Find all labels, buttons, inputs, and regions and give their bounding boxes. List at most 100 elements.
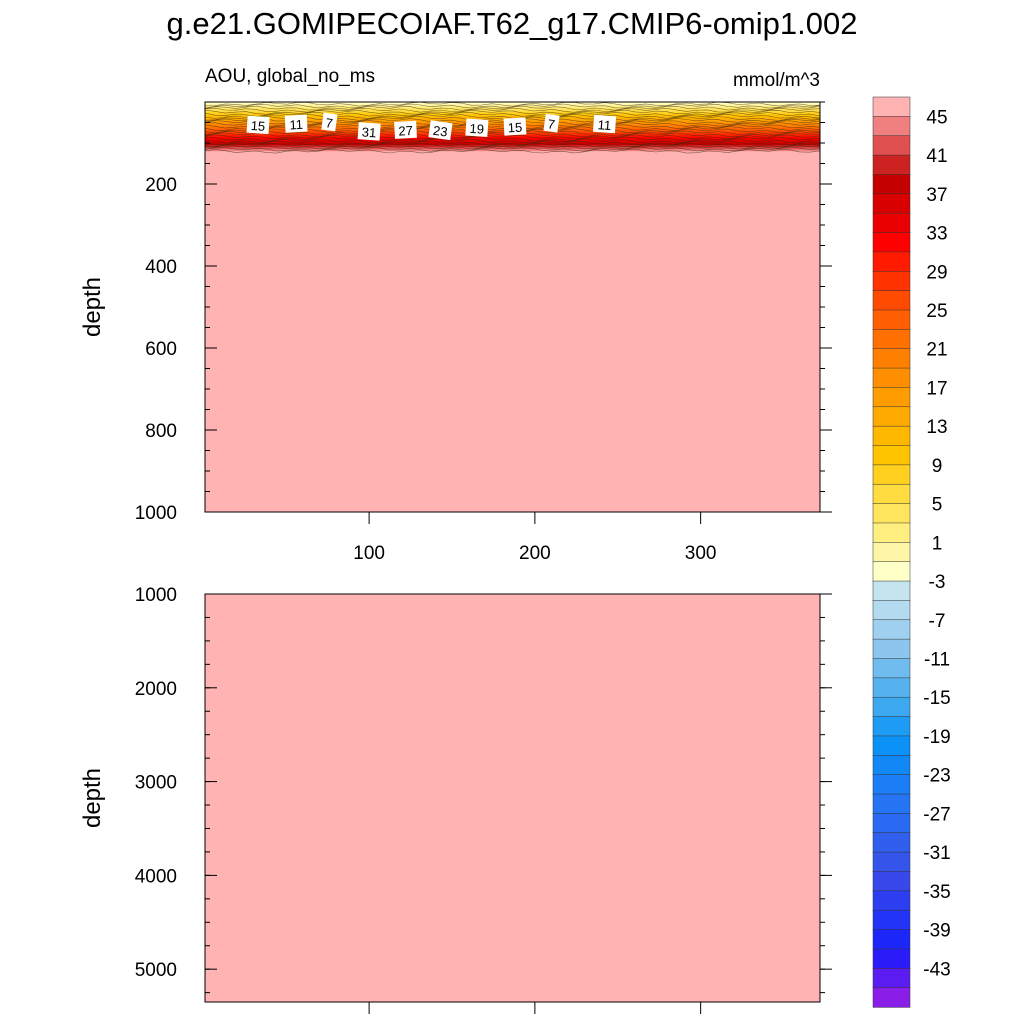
colorbar-swatch [872,116,911,137]
contour-band [205,136,820,140]
contour-label-text: 19 [469,121,484,137]
colorbar-swatch [872,290,911,311]
contour-line [204,134,821,140]
contour-line [204,142,821,148]
contour-label-box [321,112,338,132]
contour-label-text: 7 [547,116,556,132]
colorbar-label: -19 [923,727,950,748]
contour-label: 23 [428,120,453,141]
colorbar-label: -11 [924,649,950,670]
colorbar-swatch [872,929,911,950]
contour-label-text: 23 [432,123,448,140]
contour-label: 27 [394,120,417,139]
colorbar-label: 45 [926,107,947,128]
contour-label: 31 [357,122,381,141]
contour-band [205,114,820,118]
colorbar-swatch [872,851,911,873]
colorbar-swatch [872,793,911,815]
colorbar: 45 41 37 33 29 25 21 17 13 9 5 1 -3 -7 -11 -15 -19 -23 -27… [872,96,951,1008]
colorbar-swatch [872,387,911,408]
contour-label-box [543,113,560,133]
colorbar-swatch [872,716,911,737]
x-tick-label: 300 [685,543,717,564]
y-axis-label: depth [79,277,106,337]
contour-label-text: 11 [597,117,612,133]
colorbar-swatch [872,658,911,679]
contour-band [205,143,820,146]
colorbar-swatch [872,329,911,350]
colorbar-swatch [872,503,911,524]
colorbar-label: 25 [926,301,947,322]
colorbar-label: 1 [932,533,943,554]
colorbar-swatch [872,212,911,234]
units-label: mmol/m^3 [733,70,820,91]
contour-label-text: 15 [507,120,522,136]
colorbar-label: -27 [923,804,950,825]
variable-label: AOU, global_no_ms [205,66,375,87]
colorbar-swatch [872,832,911,853]
colorbar-swatch [872,774,911,795]
colorbar-label: -43 [923,959,950,980]
colorbar-swatch [872,425,911,447]
colorbar-swatch [872,309,911,330]
contour-label-box [503,117,527,136]
colorbar-label: -31 [923,843,950,864]
y-tick-label: 1000 [135,503,177,524]
contour-line [204,148,821,154]
contour-line [204,136,821,142]
contour-label-text: 11 [289,117,303,133]
contour-label: 11 [284,114,308,133]
colorbar-label: 33 [926,224,947,245]
contour-label: 19 [465,118,489,137]
contour-label: 7 [543,113,560,133]
colorbar-label: 29 [926,262,947,283]
contour-band [205,110,820,114]
y-axis-label: depth [79,768,106,828]
colorbar-label: 5 [932,495,943,516]
colorbar-swatch [872,542,911,563]
contour-band [205,145,820,148]
colorbar-swatch [872,445,911,466]
colorbar-swatch [872,464,911,485]
colorbar-swatch [872,677,911,698]
colorbar-swatch [872,735,911,756]
y-tick-label: 800 [145,421,177,442]
colorbar-label: -35 [923,882,950,903]
colorbar-label: 37 [926,185,947,206]
colorbar-swatch [872,96,911,118]
contour-band [205,102,820,105]
field-background [205,102,820,512]
colorbar-swatch [872,154,911,176]
colorbar-swatch [872,367,911,389]
contour-band [205,112,820,116]
y-tick-label: 400 [145,257,177,278]
y-tick-label: 3000 [135,773,177,794]
colorbar-swatch [872,948,911,969]
contour-line [204,146,821,152]
colorbar-swatch [872,890,911,911]
plot-frame [204,593,821,1003]
colorbar-label: 9 [932,456,943,477]
upper-depth-panel: 15 11 7 31 27 23 19 15 7 11 200 400 600 800 1000 100 200… [79,101,832,564]
x-tick-label: 200 [519,543,551,564]
contour-label-box [465,118,489,137]
colorbar-label: -7 [929,611,946,632]
contour-line [204,107,821,113]
contour-label-box [394,120,417,139]
contour-label-text: 27 [398,123,413,139]
contour-band [205,147,820,150]
colorbar-label: -23 [923,766,950,787]
colorbar-swatch [872,619,911,640]
contour-label-text: 31 [361,124,376,140]
contour-label-box [592,114,617,134]
colorbar-swatch [872,755,911,776]
y-tick-label: 4000 [135,866,177,887]
colorbar-label: 13 [926,417,947,438]
contour-label-box [284,114,308,133]
contour-band [205,106,820,109]
colorbar-swatch [872,580,911,602]
colorbar-swatch [872,909,911,931]
colorbar-swatch [872,987,911,1008]
colorbar-swatch [872,193,911,214]
